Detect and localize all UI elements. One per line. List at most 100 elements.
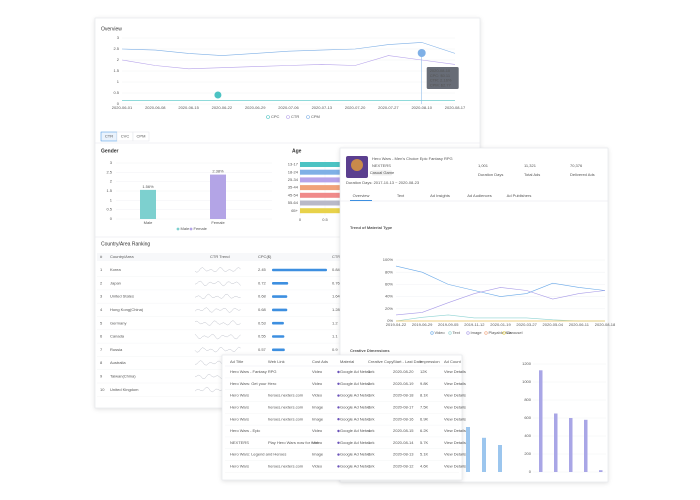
tab-label[interactable]: Text — [397, 193, 405, 198]
cpc-bar — [272, 308, 288, 312]
y-tick-label: 18-24 — [288, 169, 299, 174]
bar — [498, 445, 502, 472]
bar — [482, 437, 486, 472]
y-tick-label: 400 — [524, 433, 531, 438]
table-cell: Video — [312, 440, 323, 445]
table-header: Impression — [420, 359, 440, 364]
table-cell[interactable]: View Details — [444, 452, 466, 457]
table-cell: 6.9K — [420, 416, 429, 421]
legend-swatch — [448, 331, 452, 335]
y-tick-label: 600 — [524, 415, 531, 420]
material-dot — [337, 429, 340, 433]
legend-swatch — [484, 331, 488, 335]
section-title: Age — [292, 148, 302, 154]
material-dot — [337, 370, 340, 374]
table-cell[interactable]: View Details — [444, 369, 466, 374]
table-cell: heroes.nexters.com — [268, 463, 304, 468]
y-tick-label: 2 — [117, 57, 120, 62]
table-header: Country/Area — [110, 254, 134, 259]
section-title: Creative Dimensions — [350, 348, 390, 353]
table-cell: 4.6K — [420, 463, 429, 468]
y-tick-label: 2.5 — [113, 46, 119, 51]
table-cell[interactable]: View Details — [444, 404, 466, 409]
material-dot — [337, 418, 340, 421]
tab-label[interactable]: Ad Publishers — [507, 193, 532, 198]
x-tick-label: 2020-05-04 — [543, 322, 564, 327]
table-cell: 5.1K — [420, 452, 429, 457]
x-tick-label: 2019-09-05 — [438, 322, 459, 327]
cpc-value: 0.68 — [258, 307, 267, 312]
x-tick-label: 2020-01-19 — [490, 322, 511, 327]
app-dates: Duration Days: 2017-10-13 ~ 2020-08-23 — [346, 180, 420, 185]
rank: 2 — [100, 280, 103, 285]
table-header: Ad Title — [230, 359, 244, 364]
series-line — [395, 265, 606, 297]
table-cell: 2020-08-18 — [393, 393, 414, 398]
sparkline — [194, 280, 241, 287]
table-cell[interactable]: View Details — [444, 440, 466, 445]
legend-label: CPC — [271, 114, 280, 119]
sparkline — [194, 320, 241, 326]
table-cell: Google Ad Network — [340, 428, 374, 433]
cpc-bar — [272, 282, 289, 285]
section-title: Country/Area Ranking — [101, 241, 150, 247]
app-badge-text: Casual Game — [370, 170, 395, 175]
table-cell[interactable]: View Details — [444, 393, 466, 398]
section-title: Gender — [101, 148, 119, 154]
table-cell: Google Ad Network — [340, 440, 374, 445]
rank: 1 — [100, 267, 103, 272]
sparkline — [194, 293, 241, 300]
ctr-value: 1.28 — [332, 307, 341, 312]
table-cell: 2020-08-14 — [393, 440, 414, 445]
rank: 9 — [100, 373, 103, 378]
tab-label[interactable]: Ad Insights — [430, 193, 450, 198]
table-cell: heroes.nexters.com — [268, 404, 304, 409]
y-tick-label: 45-54 — [288, 192, 299, 197]
x-tick-label: 2020-07-20 — [345, 105, 366, 110]
tab[interactable] — [132, 131, 150, 142]
x-tick-label: 0 — [299, 217, 302, 222]
x-tick-label: 2020-07-27 — [378, 105, 399, 110]
x-tick-label: 2020-06-08 — [145, 105, 166, 110]
table-cell: 6.2K — [420, 428, 429, 433]
section-title: Overview — [101, 26, 122, 32]
table-cell[interactable]: View Details — [444, 463, 466, 468]
material-dot — [337, 465, 340, 468]
series-line — [395, 314, 605, 322]
table-cell[interactable]: View Details — [444, 416, 466, 421]
sparkline — [194, 346, 241, 353]
table-header: CTR Trend — [210, 254, 230, 259]
table-cell: Image — [312, 452, 324, 457]
table-cell: Video — [312, 381, 323, 386]
table-cell[interactable]: View Details — [444, 381, 466, 386]
marker-pin — [214, 91, 222, 99]
table-cell[interactable]: View Details — [444, 428, 466, 433]
bar — [539, 370, 543, 472]
x-tick-label: 2020-07-06 — [278, 105, 299, 110]
y-tick-label: 0.5 — [106, 207, 112, 212]
country-name: Japan — [110, 280, 121, 285]
tab-label[interactable]: Ad Audiences — [467, 193, 491, 198]
table-header: # — [100, 254, 103, 259]
table-cell: 1 — [368, 416, 371, 421]
table-cell: Video — [312, 463, 323, 468]
table-cell: NEXTERS — [230, 440, 249, 445]
country-name: Australia — [110, 360, 126, 365]
table-cell: 2020-08-13 — [393, 452, 414, 457]
ctr-value: 1.1 — [332, 334, 338, 339]
series-line — [121, 55, 456, 70]
table-cell: Play Hero Wars now for free — [268, 440, 319, 445]
table-header: Start - Last Date — [393, 359, 423, 364]
table-cell: Hero Wars - Epic — [230, 428, 260, 433]
legend-swatch — [266, 115, 270, 119]
tab-label[interactable]: Overview — [353, 193, 370, 198]
y-tick-label: 0 — [117, 101, 120, 106]
table-cell: 5.7K — [420, 440, 429, 445]
stat-value: 11,321 — [524, 163, 537, 168]
material-dot — [337, 453, 340, 456]
legend-swatch — [430, 331, 434, 335]
legend-swatch — [176, 227, 180, 231]
table-cell: Video — [312, 369, 323, 374]
y-tick-label: 800 — [524, 397, 531, 402]
x-tick-label: 2020-06-01 — [112, 105, 133, 110]
